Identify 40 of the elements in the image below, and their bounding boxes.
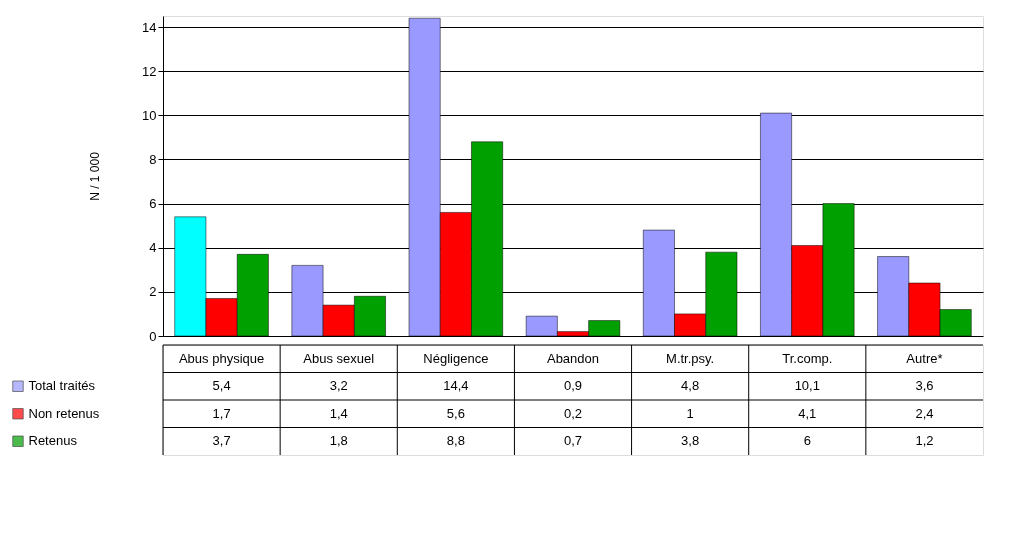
data-label: 6	[803, 433, 811, 449]
legend-label: Retenus	[28, 433, 78, 449]
x-tick-label: Négligence	[423, 350, 489, 366]
data-label: 3,6	[915, 378, 934, 394]
data-label: 5,4	[212, 378, 231, 394]
x-tick-label: Tr.comp.	[782, 350, 833, 366]
data-label: 1,4	[329, 405, 348, 421]
data-label: 10,1	[794, 378, 820, 394]
legend-label: Non retenus	[28, 405, 100, 421]
legend-label: Total traités	[28, 378, 96, 394]
data-label: 1,7	[212, 405, 231, 421]
data-label: 14,4	[443, 378, 469, 394]
y-tick-label: 14	[142, 19, 157, 35]
y-tick-label: 2	[149, 284, 157, 300]
data-label: 0,7	[563, 433, 583, 449]
data-label: 4,1	[798, 405, 817, 421]
data-label: 4,8	[681, 378, 700, 394]
data-label: 8,8	[446, 433, 465, 449]
x-tick-label: Abus physique	[178, 350, 265, 366]
data-label: 1,2	[915, 433, 934, 449]
x-tick-label: Abus sexuel	[303, 350, 375, 366]
y-tick-label: 6	[149, 196, 157, 212]
data-label: 5,6	[446, 405, 465, 421]
x-tick-label: Autre*	[906, 350, 943, 366]
data-label: 2,4	[915, 405, 934, 421]
y-tick-label: 0	[149, 328, 157, 344]
data-label: 3,8	[681, 433, 700, 449]
y-tick-label: 10	[142, 107, 157, 123]
data-label: 3,7	[212, 433, 231, 449]
data-label: 3,2	[329, 378, 348, 394]
y-axis-title: N / 1 000	[88, 151, 103, 201]
data-label: 1	[686, 405, 694, 421]
data-label: 0,2	[563, 405, 583, 421]
x-tick-label: Abandon	[546, 350, 600, 366]
y-tick-label: 4	[149, 240, 157, 256]
data-label: 0,9	[563, 378, 583, 394]
y-tick-label: 8	[149, 151, 157, 167]
x-tick-label: M.tr.psy.	[666, 350, 715, 366]
data-label: 1,8	[329, 433, 348, 449]
y-tick-label: 12	[142, 63, 157, 79]
